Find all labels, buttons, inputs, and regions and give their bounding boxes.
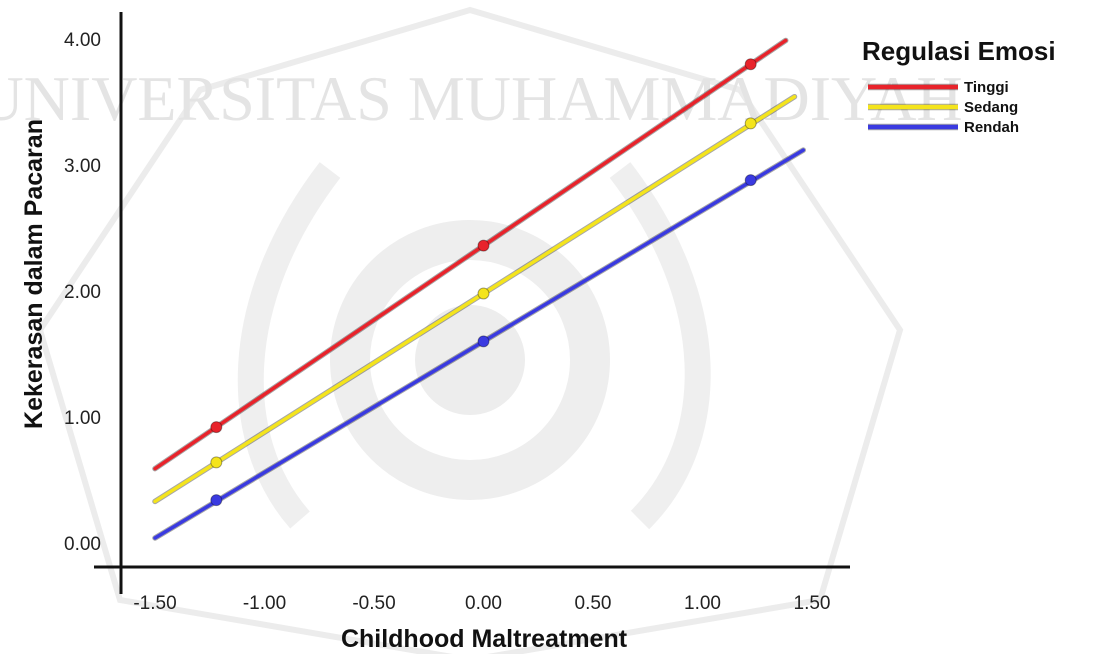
x-tick-label: 1.50	[794, 593, 831, 614]
y-tick-label: 2.00	[64, 282, 101, 303]
y-tick-label: 3.00	[64, 156, 101, 177]
y-tick-label: 0.00	[64, 534, 101, 555]
x-tick-label: 0.50	[575, 593, 612, 614]
data-point-rendah	[478, 336, 489, 347]
data-point-sedang	[478, 288, 489, 299]
x-tick-label: -1.00	[243, 593, 286, 614]
legend-label-sedang: Sedang	[964, 99, 1018, 116]
watermark-seal: UNIVERSITAS MUHAMMADIYAH	[0, 10, 963, 654]
x-tick-label: -0.50	[352, 593, 395, 614]
y-axis-title: Kekerasan dalam Pacaran	[20, 119, 48, 429]
legend-title: Regulasi Emosi	[862, 36, 1056, 66]
y-tick-label: 1.00	[64, 408, 101, 429]
x-tick-label: 0.00	[465, 593, 502, 614]
x-tick-label: -1.50	[133, 593, 176, 614]
data-point-sedang	[745, 118, 756, 129]
legend-items: Tinggi Sedang Rendah	[868, 79, 1019, 136]
data-point-rendah	[745, 175, 756, 186]
x-axis-title: Childhood Maltreatment	[341, 625, 628, 653]
watermark-text: UNIVERSITAS MUHAMMADIYAH	[0, 63, 963, 134]
y-tick-label: 4.00	[64, 30, 101, 51]
data-point-rendah	[211, 495, 222, 506]
x-tick-label: 1.00	[684, 593, 721, 614]
data-point-tinggi	[478, 240, 489, 251]
x-tick-labels: -1.50 -1.00 -0.50 0.00 0.50 1.00 1.50	[133, 593, 830, 614]
legend-label-rendah: Rendah	[964, 119, 1019, 136]
data-point-tinggi	[745, 59, 756, 70]
data-point-sedang	[211, 457, 222, 468]
legend-label-tinggi: Tinggi	[964, 79, 1009, 96]
data-point-tinggi	[211, 422, 222, 433]
